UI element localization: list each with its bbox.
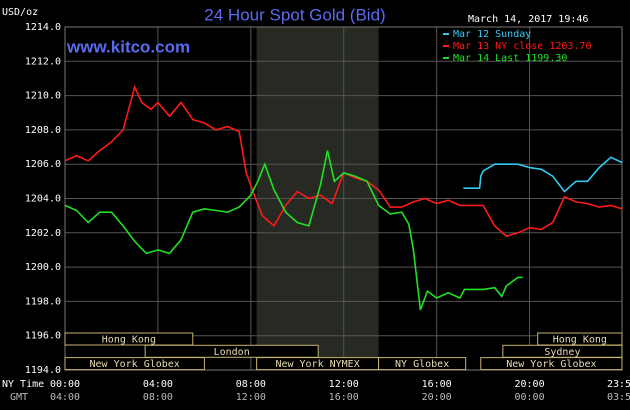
session-box [144, 344, 319, 358]
y-tick-label: 1208.0 [25, 125, 61, 136]
y-tick-label: 1206.0 [25, 159, 61, 170]
session-label: Hong Kong [102, 335, 156, 346]
legend-label: Mar 13 NY close 1203.70 [453, 41, 591, 52]
session-label: New York Globex [506, 359, 596, 370]
x2-tick-label: 00:00 [514, 392, 544, 403]
session-label: NY Globex [395, 359, 449, 370]
session-box [378, 357, 467, 371]
series-line [64, 150, 523, 311]
x2-tick-label: 16:00 [329, 392, 359, 403]
session-label: Sydney [544, 347, 580, 358]
x2-tick-label: 20:00 [422, 392, 452, 403]
series-line [64, 84, 623, 238]
legend-label: Mar 14 Last 1199.30 [453, 53, 567, 64]
y-tick-label: 1212.0 [25, 56, 61, 67]
y-tick-label: 1194.0 [25, 365, 61, 376]
x2-tick-label: 03:59 [607, 392, 630, 403]
session-box [64, 357, 205, 371]
series-line [463, 156, 623, 193]
y-tick-label: 1210.0 [25, 91, 61, 102]
x2-tick-label: 08:00 [143, 392, 173, 403]
x-tick-label: 23:59 [607, 379, 630, 390]
x-tick-label: 00:00 [50, 379, 80, 390]
session-box [64, 332, 194, 346]
y-tick-label: 1202.0 [25, 228, 61, 239]
y-tick-label: 1196.0 [25, 331, 61, 342]
watermark: www.kitco.com [66, 37, 190, 56]
x-tick-label: 20:00 [514, 379, 544, 390]
x2-tick-label: 04:00 [50, 392, 80, 403]
legend-label: Mar 12 Sunday [453, 29, 531, 40]
x-tick-label: 04:00 [143, 379, 173, 390]
x-tick-label: 16:00 [422, 379, 452, 390]
x2-tick-label: 12:00 [236, 392, 266, 403]
x-tick-label: 08:00 [236, 379, 266, 390]
y-axis-label: USD/oz [2, 7, 38, 18]
session-label: New York Globex [90, 359, 180, 370]
y-tick-label: 1204.0 [25, 194, 61, 205]
session-label: London [214, 347, 250, 358]
y-tick-label: 1200.0 [25, 262, 61, 273]
session-label: New York NYMEX [275, 359, 359, 370]
y-tick-label: 1214.0 [25, 22, 61, 33]
timestamp: March 14, 2017 19:46 [468, 14, 588, 25]
x2-axis-label: GMT [10, 392, 28, 403]
session-label: Hong Kong [553, 335, 607, 346]
session-box [480, 357, 623, 371]
x-axis-label: NY Time [2, 379, 44, 390]
y-tick-label: 1198.0 [25, 296, 61, 307]
chart-title: 24 Hour Spot Gold (Bid) [204, 5, 385, 24]
x-tick-label: 12:00 [329, 379, 359, 390]
